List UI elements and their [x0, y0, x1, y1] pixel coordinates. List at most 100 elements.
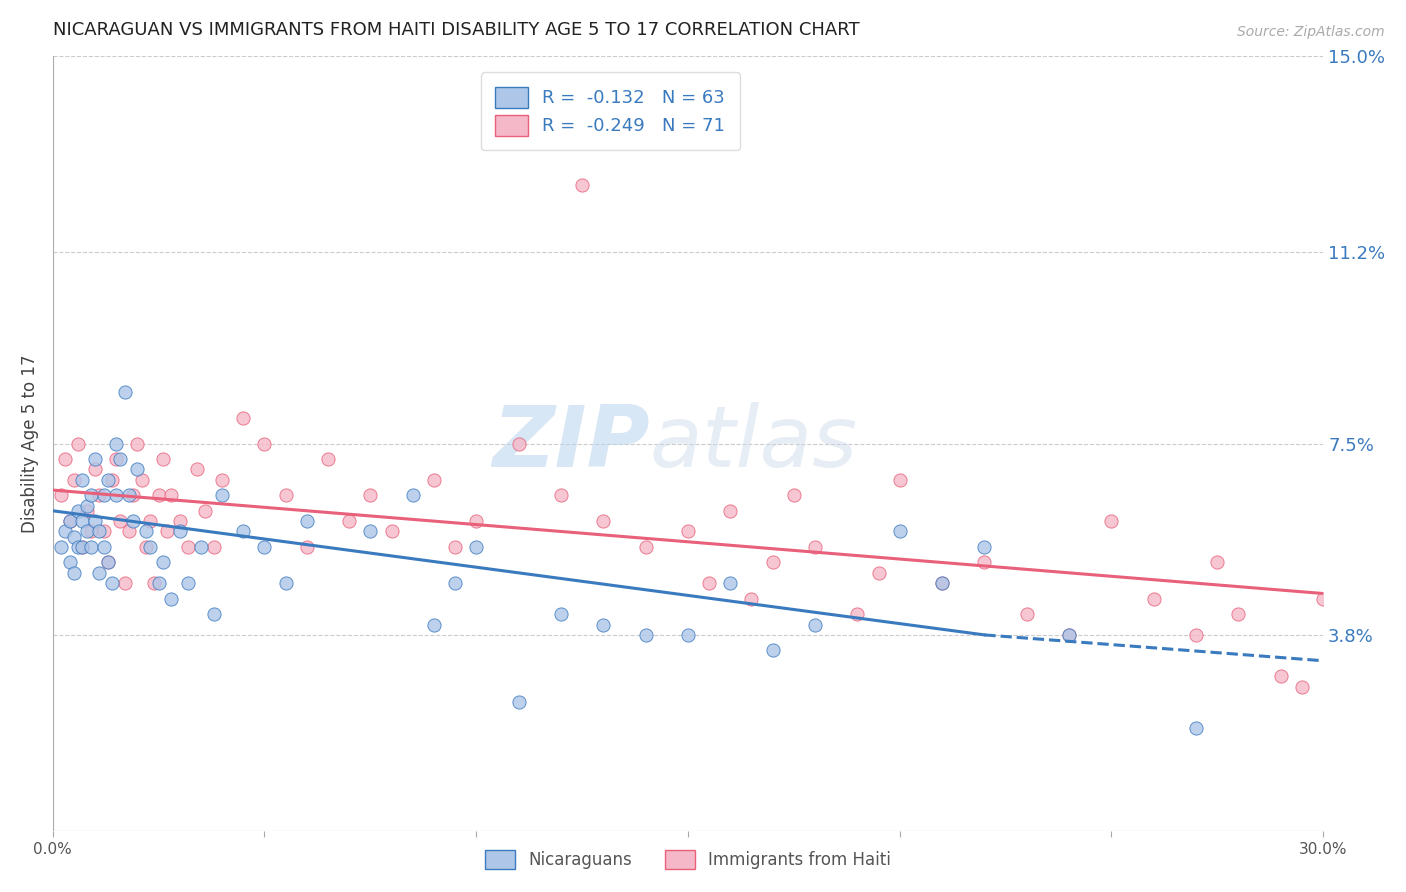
Point — [1143, 591, 1166, 606]
Point — [740, 591, 762, 606]
Point — [67, 540, 90, 554]
Point — [148, 488, 170, 502]
Point — [1312, 591, 1334, 606]
Point — [127, 436, 149, 450]
Point — [152, 556, 174, 570]
Point — [762, 556, 785, 570]
Point — [131, 473, 153, 487]
Legend: Nicaraguans, Immigrants from Haiti: Nicaraguans, Immigrants from Haiti — [477, 841, 900, 878]
Point — [97, 473, 120, 487]
Point — [89, 524, 111, 539]
Point — [973, 540, 995, 554]
Text: NICARAGUAN VS IMMIGRANTS FROM HAITI DISABILITY AGE 5 TO 17 CORRELATION CHART: NICARAGUAN VS IMMIGRANTS FROM HAITI DISA… — [52, 21, 859, 39]
Point — [186, 462, 208, 476]
Point — [1206, 556, 1229, 570]
Point — [127, 462, 149, 476]
Point — [59, 514, 82, 528]
Point — [676, 524, 699, 539]
Point — [80, 524, 103, 539]
Point — [697, 576, 720, 591]
Point — [67, 504, 90, 518]
Point — [59, 556, 82, 570]
Point — [508, 695, 530, 709]
Point — [804, 617, 827, 632]
Point — [177, 576, 200, 591]
Point — [76, 524, 98, 539]
Point — [380, 524, 402, 539]
Point — [718, 576, 741, 591]
Point — [232, 524, 254, 539]
Point — [118, 524, 141, 539]
Point — [105, 452, 128, 467]
Point — [105, 436, 128, 450]
Point — [72, 473, 94, 487]
Point — [110, 514, 132, 528]
Point — [211, 473, 233, 487]
Point — [122, 514, 145, 528]
Point — [72, 514, 94, 528]
Point — [423, 617, 446, 632]
Point — [889, 473, 911, 487]
Point — [931, 576, 953, 591]
Point — [177, 540, 200, 554]
Point — [93, 540, 115, 554]
Point — [1270, 669, 1292, 683]
Point — [202, 540, 225, 554]
Point — [295, 540, 318, 554]
Point — [63, 530, 86, 544]
Point — [868, 566, 890, 580]
Point — [1291, 680, 1313, 694]
Point — [359, 524, 381, 539]
Point — [973, 556, 995, 570]
Point — [1185, 628, 1208, 642]
Point — [101, 473, 124, 487]
Point — [89, 566, 111, 580]
Point — [571, 178, 593, 192]
Point — [1057, 628, 1080, 642]
Point — [93, 524, 115, 539]
Text: Source: ZipAtlas.com: Source: ZipAtlas.com — [1237, 25, 1385, 39]
Point — [889, 524, 911, 539]
Point — [253, 540, 276, 554]
Point — [634, 628, 657, 642]
Point — [190, 540, 212, 554]
Point — [444, 540, 467, 554]
Point — [1099, 514, 1122, 528]
Point — [80, 540, 103, 554]
Point — [55, 452, 77, 467]
Point — [232, 410, 254, 425]
Point — [97, 556, 120, 570]
Text: atlas: atlas — [650, 402, 858, 485]
Point — [676, 628, 699, 642]
Point — [1015, 607, 1038, 622]
Point — [135, 524, 157, 539]
Text: ZIP: ZIP — [492, 402, 650, 485]
Point — [465, 514, 488, 528]
Point — [202, 607, 225, 622]
Point — [114, 576, 136, 591]
Point — [402, 488, 425, 502]
Point — [274, 576, 297, 591]
Point — [55, 524, 77, 539]
Point — [114, 384, 136, 399]
Point — [122, 488, 145, 502]
Point — [160, 488, 183, 502]
Point — [63, 473, 86, 487]
Point — [93, 488, 115, 502]
Point — [105, 488, 128, 502]
Point — [1057, 628, 1080, 642]
Point — [72, 540, 94, 554]
Point — [194, 504, 217, 518]
Point — [152, 452, 174, 467]
Point — [316, 452, 339, 467]
Point — [139, 514, 162, 528]
Point — [76, 499, 98, 513]
Point — [1227, 607, 1250, 622]
Y-axis label: Disability Age 5 to 17: Disability Age 5 to 17 — [21, 354, 39, 533]
Point — [337, 514, 360, 528]
Point — [97, 556, 120, 570]
Point — [550, 607, 572, 622]
Point — [253, 436, 276, 450]
Point — [84, 514, 107, 528]
Point — [84, 452, 107, 467]
